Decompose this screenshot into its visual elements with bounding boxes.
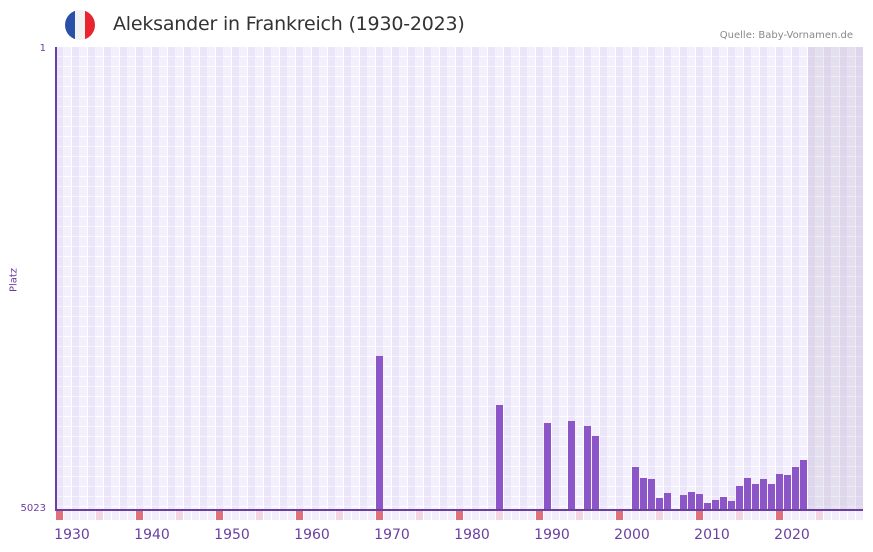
x-label-1970: 1970 [374,527,410,543]
minor-tick-1935 [96,511,103,520]
bar-1970 [376,356,383,510]
y-axis-bottom-label: 5023 [20,503,46,514]
bar-2017 [752,484,759,510]
minor-tick-2015 [736,511,743,520]
minor-tick-1975 [416,511,423,520]
x-label-1980: 1980 [454,527,490,543]
minor-tick-1945 [176,511,183,520]
plot-area [56,47,863,510]
bar-2005 [656,498,663,510]
major-tick-2000 [616,511,623,520]
flag-blue-stripe [65,10,75,40]
minor-tick-1955 [256,511,263,520]
x-label-2010: 2010 [694,527,730,543]
x-label-2000: 2000 [614,527,650,543]
bar-1997 [592,436,599,510]
y-axis-line [55,47,57,511]
bar-2013 [720,497,727,510]
minor-tick-1985 [496,511,503,520]
future-shaded-region [808,47,863,510]
x-label-1990: 1990 [534,527,570,543]
minor-tick-2005 [656,511,663,520]
major-tick-1970 [376,511,383,520]
minor-tick-2025 [816,511,823,520]
bar-2009 [688,492,695,510]
bar-2022 [792,467,799,510]
x-label-2020: 2020 [774,527,810,543]
bar-2015 [736,486,743,510]
major-tick-1960 [296,511,303,520]
bar-2008 [680,495,687,510]
flag-white-stripe [75,10,85,40]
bar-2010 [696,494,703,510]
bar-2023 [800,460,807,510]
x-axis-line [55,509,863,511]
minor-tick-1965 [336,511,343,520]
bar-1991 [544,423,551,510]
major-tick-1990 [536,511,543,520]
flag-red-stripe [85,10,95,40]
bar-2014 [728,501,735,510]
bar-2012 [712,500,719,510]
x-label-1940: 1940 [134,527,170,543]
bar-2003 [640,478,647,510]
bar-2011 [704,503,711,510]
major-tick-1950 [216,511,223,520]
bar-2016 [744,478,751,510]
y-axis-top-label: 1 [39,43,46,54]
france-flag-icon [65,10,95,40]
source-label: Quelle: Baby-Vornamen.de [719,30,853,41]
bar-1994 [568,421,575,510]
bar-2021 [784,475,791,510]
bar-2018 [760,479,767,510]
major-tick-2010 [696,511,703,520]
bar-1985 [496,405,503,510]
bar-1996 [584,426,591,510]
bar-2020 [776,474,783,510]
minor-tick-1995 [576,511,583,520]
x-label-1960: 1960 [294,527,330,543]
major-tick-1930 [56,511,63,520]
bar-2019 [768,484,775,510]
chart-title: Aleksander in Frankreich (1930-2023) [113,13,465,35]
major-tick-1980 [456,511,463,520]
bar-2006 [664,493,671,510]
bar-2004 [648,479,655,510]
y-axis-title: Platz [8,267,20,293]
bar-2002 [632,467,639,510]
plot-grid [56,47,863,510]
x-label-1950: 1950 [214,527,250,543]
major-tick-2020 [776,511,783,520]
major-tick-1940 [136,511,143,520]
x-label-1930: 1930 [54,527,90,543]
